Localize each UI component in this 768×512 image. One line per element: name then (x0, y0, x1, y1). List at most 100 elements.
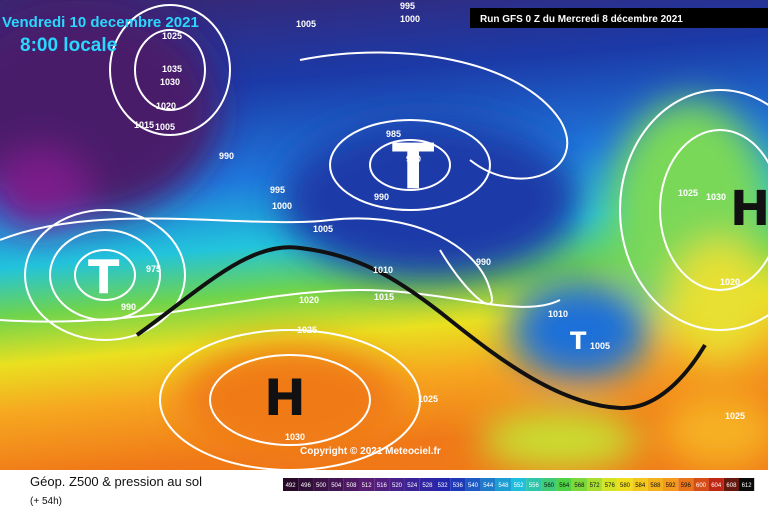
legend-label: 540 (468, 483, 479, 489)
pressure-systems: T T H T H (88, 130, 768, 427)
legend-label: 504 (331, 483, 342, 489)
isobar-label: 1030 (285, 432, 305, 442)
legend-label: 516 (377, 483, 388, 489)
legend-label: 564 (559, 483, 570, 489)
legend-swatch (435, 478, 451, 491)
legend-swatch (465, 478, 481, 491)
legend-swatch (587, 478, 603, 491)
isobar-label: 1010 (548, 309, 568, 319)
legend-label: 588 (650, 483, 661, 489)
legend-label: 520 (392, 483, 403, 489)
valid-date: Vendredi 10 decembre 2021 (2, 14, 199, 31)
pressure-center: T (88, 250, 120, 304)
jet-axis (135, 245, 707, 411)
isobar-label: 1015 (374, 292, 394, 302)
isobar-label: 990 (121, 302, 136, 312)
pressure-center: T (392, 130, 434, 203)
isobar-label: 1030 (706, 192, 726, 202)
isobar-label: 1025 (725, 411, 745, 421)
isobar-label: 1025 (297, 325, 317, 335)
isobar-label: 1005 (313, 224, 333, 234)
legend-swatch (571, 478, 587, 491)
valid-time: 8:00 locale (20, 35, 117, 56)
run-info: Run GFS 0 Z du Mercredi 8 décembre 2021 (480, 14, 683, 25)
legend-swatch (556, 478, 572, 491)
legend-swatch (526, 478, 542, 491)
legend-label: 536 (453, 483, 464, 489)
legend-label: 568 (574, 483, 585, 489)
isobar-label: 1020 (299, 295, 319, 305)
legend-label: 580 (620, 483, 631, 489)
legend-swatch (298, 478, 314, 491)
legend-swatch (343, 478, 359, 491)
pressure-center: T (570, 327, 587, 355)
legend-swatch (602, 478, 618, 491)
isobar-label: 1035 (162, 64, 182, 74)
legend-label: 608 (726, 483, 737, 489)
lead-time: (+ 54h) (30, 496, 62, 507)
isobar-label: 1015 (134, 120, 154, 130)
run-banner (470, 8, 768, 28)
legend-swatch (359, 478, 375, 491)
isobar-label: 975 (146, 264, 161, 274)
legend-swatch (693, 478, 709, 491)
legend-swatch (617, 478, 633, 491)
legend-swatch (632, 478, 648, 491)
legend-label: 552 (514, 483, 525, 489)
legend-swatch (678, 478, 694, 491)
footer-title: Géop. Z500 & pression au sol (30, 474, 202, 489)
legend-label: 600 (696, 483, 707, 489)
legend-label: 532 (438, 483, 449, 489)
pressure-center: H (730, 181, 768, 237)
isobar-label: 1025 (678, 188, 698, 198)
legend-label: 524 (407, 483, 418, 489)
legend-label: 572 (590, 483, 601, 489)
isobar-label: 995 (270, 185, 285, 195)
isobars (0, 4, 768, 471)
color-legend: 492 496 500 504 508 512 516 520 524 528 532 536 540 5… (283, 478, 755, 491)
legend-label: 592 (666, 483, 677, 489)
isobar-label: 995 (400, 1, 415, 11)
legend-swatch (663, 478, 679, 491)
legend-swatch (739, 478, 755, 491)
isobar-label: 1020 (156, 101, 176, 111)
legend-swatch (450, 478, 466, 491)
legend-swatch (313, 478, 329, 491)
legend-label: 556 (529, 483, 540, 489)
isobar-label: 985 (386, 129, 401, 139)
legend-label: 544 (483, 483, 494, 489)
isobar-label: 1005 (296, 19, 316, 29)
isobar-label: 1005 (590, 341, 610, 351)
legend-label: 576 (605, 483, 616, 489)
isobar-label: 1000 (400, 14, 420, 24)
copyright: Copyright © 2021 Meteociel.fr (300, 446, 441, 457)
legend-swatch (404, 478, 420, 491)
legend-label: 496 (301, 483, 312, 489)
isobar-label: 990 (476, 257, 491, 267)
legend-label: 584 (635, 483, 646, 489)
legend-label: 500 (316, 483, 327, 489)
legend-label: 492 (286, 483, 297, 489)
isobar-label: 1005 (155, 122, 175, 132)
legend-swatch (283, 478, 299, 491)
isobar-label: 990 (219, 151, 234, 161)
isobar-label: 1010 (373, 265, 393, 275)
isobar-label: 1030 (160, 77, 180, 87)
legend-label: 612 (742, 483, 753, 489)
legend-swatch (389, 478, 405, 491)
field-shading (0, 0, 768, 470)
legend-label: 512 (362, 483, 373, 489)
legend-label: 596 (681, 483, 692, 489)
isobar-label: 980 (406, 154, 421, 164)
pressure-center: H (264, 369, 306, 427)
legend-swatch (480, 478, 496, 491)
legend-label: 604 (711, 483, 722, 489)
legend-swatch (541, 478, 557, 491)
isobar-label: 1020 (720, 277, 740, 287)
legend-swatch (647, 478, 663, 491)
isobar-label: 1025 (162, 31, 182, 41)
legend-swatch (328, 478, 344, 491)
isobar-label: 990 (374, 192, 389, 202)
